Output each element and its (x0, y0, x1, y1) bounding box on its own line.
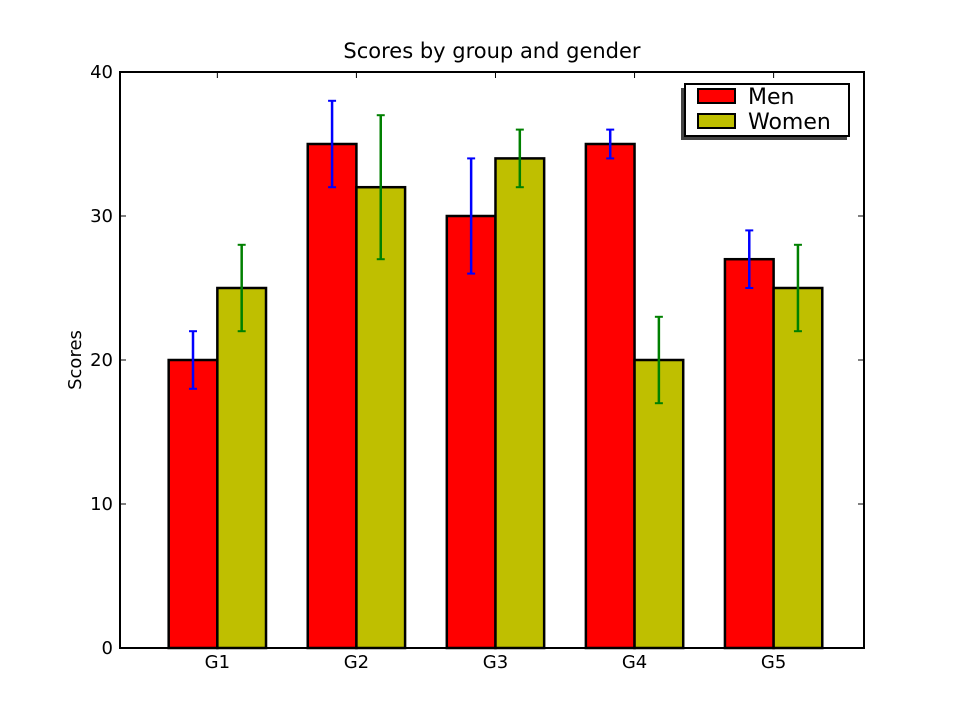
error-bar-women-g5 (793, 243, 802, 333)
x-ticks-group: G1 G2 G3 G4 G5 (205, 72, 786, 673)
legend-label-men: Men (748, 85, 794, 110)
error-bar-women-g4 (654, 315, 663, 405)
error-bar-men-g3 (467, 157, 476, 275)
x-tick-label: G1 (205, 652, 230, 673)
bar-men-g5 (723, 257, 775, 650)
bar-men-g1 (167, 358, 219, 650)
bar-women-g1 (216, 286, 268, 650)
y-tick-label: 40 (90, 62, 113, 83)
y-tick-label: 30 (90, 206, 113, 227)
legend-label-women: Women (748, 110, 831, 135)
error-bar-men-g5 (745, 229, 754, 289)
bar-men-g2 (306, 142, 358, 650)
error-bar-men-g4 (606, 128, 615, 160)
bar-men-g4 (584, 142, 636, 650)
error-bar-women-g3 (515, 128, 524, 189)
bars-group (167, 142, 824, 650)
y-tick-label: 0 (102, 638, 113, 659)
bar-women-g3 (494, 157, 546, 650)
x-tick-label: G3 (483, 652, 508, 673)
error-bars-group (189, 99, 802, 405)
y-axis-label: Scores (65, 330, 86, 390)
error-bar-men-g1 (189, 330, 198, 390)
y-tick-label: 10 (90, 494, 113, 515)
bar-women-g4 (633, 358, 685, 650)
chart-title: Scores by group and gender (343, 39, 641, 63)
legend-swatch-women (697, 113, 736, 129)
y-ticks-group: 0 10 20 30 40 (90, 62, 864, 659)
x-tick-label: G2 (344, 652, 369, 673)
bar-women-g2 (355, 185, 407, 650)
error-bar-women-g1 (237, 243, 246, 333)
bar-women-g5 (772, 286, 824, 650)
legend-swatch-men (697, 88, 736, 104)
error-bar-men-g2 (328, 99, 337, 189)
error-bar-women-g2 (376, 114, 385, 261)
x-tick-label: G4 (622, 652, 647, 673)
x-tick-label: G5 (761, 652, 786, 673)
y-tick-label: 20 (90, 350, 113, 371)
bar-men-g3 (445, 214, 497, 650)
